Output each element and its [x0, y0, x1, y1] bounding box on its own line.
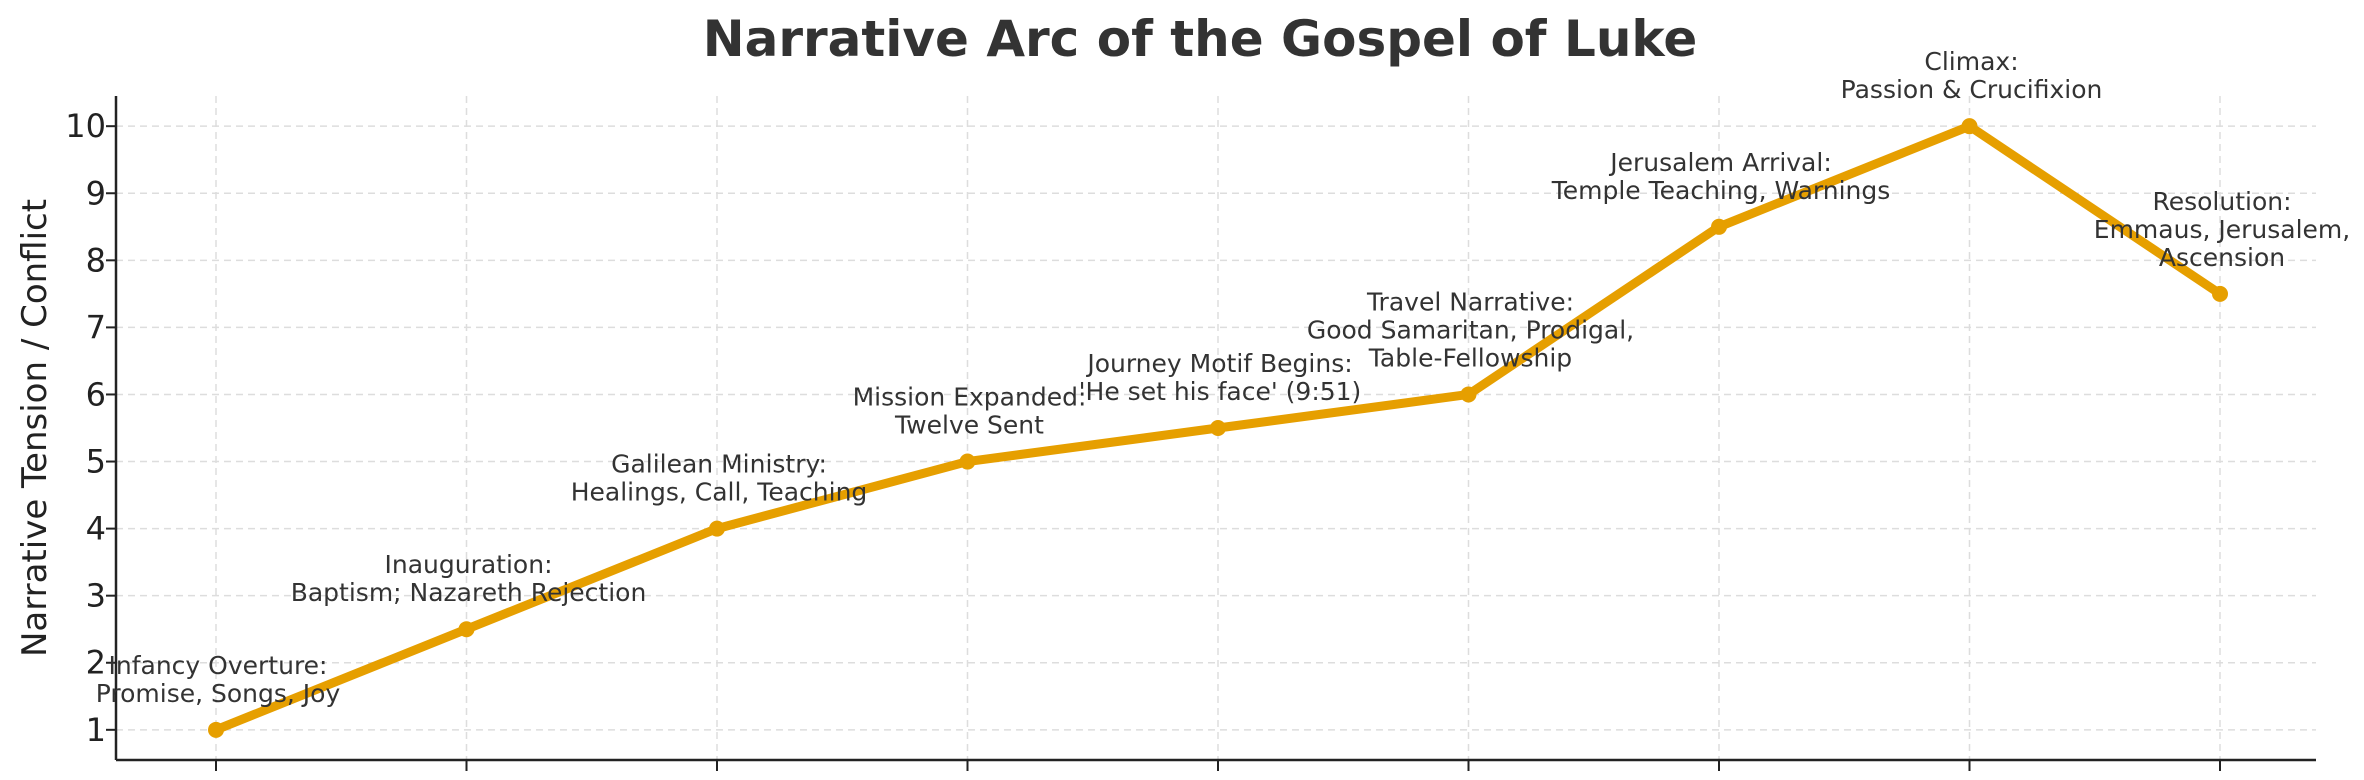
data-point — [208, 721, 224, 738]
annotation-line: Baptism; Nazareth Rejection — [291, 578, 647, 607]
point-annotation: Resolution: Emmaus, Jerusalem, Ascension — [2094, 187, 2350, 272]
data-point — [1961, 118, 1978, 135]
annotation-line: 'He set his face' (9:51) — [1079, 377, 1362, 406]
annotation-line: Twelve Sent — [894, 411, 1044, 440]
annotation-line: Good Samaritan, Prodigal, — [1307, 315, 1634, 344]
annotation-line: Journey Motif Begins: — [1085, 349, 1352, 378]
annotation-line: Passion & Crucifixion — [1841, 75, 2103, 104]
annotation-line: Ascension — [2159, 243, 2285, 272]
data-point — [709, 520, 725, 537]
point-annotation: Infancy Overture: Promise, Songs, Joy — [96, 651, 341, 708]
point-annotation: Galilean Ministry: Healings, Call, Teachi… — [571, 450, 868, 507]
annotation-line: Promise, Songs, Joy — [96, 679, 341, 708]
y-tick-label: 8 — [86, 241, 106, 279]
annotations: Infancy Overture: Promise, Songs, Joy Inau… — [96, 47, 2350, 708]
y-tick-label: 7 — [86, 308, 106, 346]
annotation-line: Travel Narrative: — [1366, 287, 1574, 316]
point-annotation: Travel Narrative: Good Samaritan, Prodiga… — [1307, 287, 1634, 372]
annotation-line: Inauguration: — [384, 550, 552, 579]
grid-lines — [116, 96, 2316, 760]
y-tick-label: 4 — [86, 510, 106, 548]
data-point — [1711, 218, 1727, 235]
data-point — [1460, 386, 1477, 403]
annotation-line: Climax: — [1924, 47, 2018, 76]
y-tick-label: 3 — [86, 577, 106, 615]
annotation-line: Healings, Call, Teaching — [571, 478, 868, 507]
annotation-line: Emmaus, Jerusalem, — [2094, 215, 2350, 244]
annotation-line: Galilean Ministry: — [611, 450, 827, 479]
data-point — [959, 453, 976, 470]
y-tick-label: 6 — [86, 375, 106, 413]
annotation-line: Resolution: — [2152, 187, 2291, 216]
y-tick-label: 5 — [86, 443, 106, 481]
y-tick-label: 2 — [86, 644, 106, 682]
chart-title: Narrative Arc of the Gospel of Luke — [703, 10, 1698, 68]
annotation-line: Temple Teaching, Warnings — [1551, 176, 1891, 205]
data-point — [1210, 420, 1226, 436]
point-annotation: Mission Expanded: Twelve Sent — [853, 383, 1087, 440]
data-point — [2212, 285, 2228, 302]
data-point — [458, 621, 475, 638]
y-tick-label: 9 — [86, 174, 106, 212]
y-tick-label: 10 — [65, 107, 106, 145]
point-annotation: Inauguration: Baptism; Nazareth Rejection — [291, 550, 647, 607]
point-annotation: Jerusalem Arrival: Temple Teaching, Warni… — [1551, 148, 1891, 205]
point-annotation: Climax: Passion & Crucifixion — [1841, 47, 2103, 104]
point-annotation: Journey Motif Begins: 'He set his face' (… — [1079, 349, 1362, 406]
y-tick-label: 1 — [86, 711, 106, 749]
annotation-line: Infancy Overture: — [109, 651, 328, 680]
annotation-line: Table-Fellowship — [1368, 343, 1572, 372]
y-axis-label: Narrative Tension / Conflict — [15, 199, 55, 657]
series — [208, 118, 2228, 738]
annotation-line: Jerusalem Arrival: — [1608, 148, 1832, 177]
axes: 1 2 3 4 5 6 7 8 9 10 — [65, 96, 2316, 771]
annotation-line: Mission Expanded: — [853, 383, 1087, 412]
